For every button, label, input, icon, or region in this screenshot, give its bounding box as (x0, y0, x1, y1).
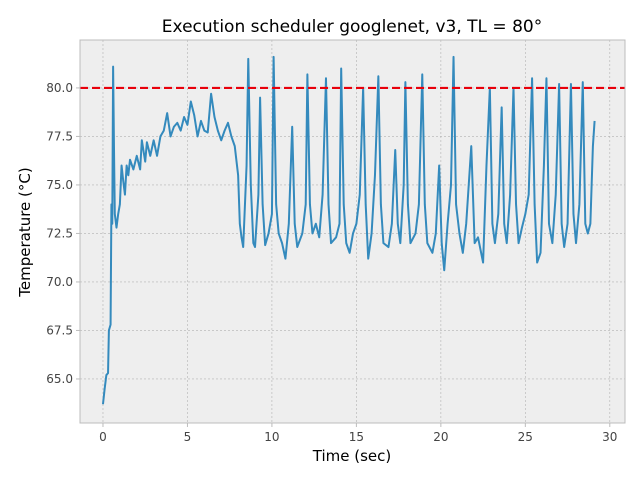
plot-background (80, 40, 625, 423)
chart-title: Execution scheduler googlenet, v3, TL = … (162, 17, 542, 37)
x-tick-label: 5 (184, 430, 192, 444)
x-tick-label: 25 (518, 430, 533, 444)
x-tick-label: 10 (264, 430, 279, 444)
y-tick-label: 75.0 (46, 178, 73, 192)
data-line (101, 55, 596, 405)
x-tick-label: 30 (602, 430, 617, 444)
y-tick-label: 67.5 (46, 323, 73, 337)
x-tick-label: 20 (433, 430, 448, 444)
x-tick-label: 15 (349, 430, 364, 444)
y-tick-label: 80.0 (46, 81, 73, 95)
y-tick-label: 65.0 (46, 372, 73, 386)
plot-frame (79, 39, 626, 424)
y-axis-label: Temperature (°C) (16, 167, 34, 297)
x-axis-label: Time (sec) (312, 447, 391, 465)
y-tick-label: 70.0 (46, 275, 73, 289)
y-tick-label: 77.5 (46, 129, 73, 143)
x-tick-label: 0 (99, 430, 107, 444)
y-tick-label: 72.5 (46, 226, 73, 240)
